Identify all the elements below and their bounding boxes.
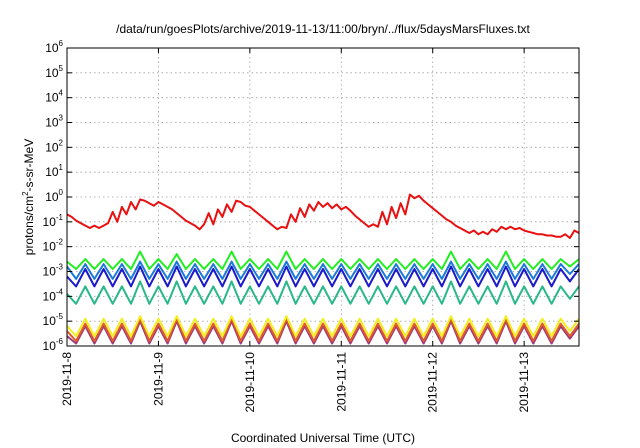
y-tick-base: 10: [45, 190, 59, 204]
x-tick-label: 2019-11-8: [60, 352, 74, 406]
series-line: [66, 265, 580, 288]
series-line: [66, 315, 580, 338]
y-tick-label: 10-6: [43, 337, 64, 353]
y-tick-exponent: 6: [59, 39, 64, 48]
y-tick-exponent: 0: [59, 188, 64, 197]
series-line: [66, 280, 580, 305]
y-tick-base: 10: [43, 314, 57, 328]
y-tick-base: 10: [43, 265, 57, 279]
series-line: [66, 317, 580, 342]
x-tick-label: 2019-11-13: [517, 352, 531, 413]
y-tick-base: 10: [45, 41, 59, 55]
y-tick-exponent: -5: [56, 312, 64, 321]
y-tick-base: 10: [45, 91, 59, 105]
axis-ticks: 10-610-510-410-310-210-11001011021031041…: [43, 39, 579, 413]
y-tick-exponent: -3: [56, 263, 64, 272]
y-tick-label: 10-1: [43, 213, 64, 229]
series-line: [66, 193, 580, 239]
y-tick-base: 10: [43, 289, 57, 303]
y-tick-label: 102: [45, 138, 63, 154]
grid: [67, 48, 579, 346]
y-tick-base: 10: [45, 66, 59, 80]
y-axis-label: protons/cm2-s-sr-MeV: [21, 139, 36, 255]
y-tick-base: 10: [45, 140, 59, 154]
x-tick-label: 2019-11-12: [426, 352, 440, 413]
x-tick-label: 2019-11-9: [151, 352, 165, 406]
y-tick-label: 103: [45, 114, 63, 130]
y-tick-label: 10-3: [43, 263, 64, 279]
y-tick-exponent: 3: [59, 114, 64, 123]
x-axis-label: Coordinated Universal Time (UTC): [231, 431, 415, 445]
y-tick-base: 10: [43, 339, 57, 353]
y-tick-base: 10: [45, 165, 59, 179]
y-tick-exponent: -4: [56, 287, 64, 296]
y-tick-exponent: 1: [59, 163, 64, 172]
y-tick-label: 10-2: [43, 238, 64, 254]
series-line: [66, 260, 580, 280]
series-line: [66, 250, 580, 270]
x-tick-label: 2019-11-10: [243, 352, 257, 413]
y-tick-exponent: -1: [56, 213, 64, 222]
y-tick-base: 10: [43, 215, 57, 229]
y-tick-label: 106: [45, 39, 63, 55]
y-tick-label: 100: [45, 188, 63, 204]
series-layer: [66, 193, 580, 345]
y-tick-label: 10-5: [43, 312, 64, 328]
chart-title: /data/run/goesPlots/archive/2019-11-13/1…: [116, 22, 530, 36]
series-line: [66, 320, 580, 345]
y-tick-label: 101: [45, 163, 63, 179]
y-tick-exponent: -6: [56, 337, 64, 346]
y-tick-label: 105: [45, 64, 63, 80]
y-tick-label: 10-4: [43, 287, 64, 303]
y-tick-exponent: 4: [59, 89, 64, 98]
x-tick-label: 2019-11-11: [334, 352, 348, 412]
y-tick-exponent: 2: [59, 138, 64, 147]
y-axis-label-sup: 2: [21, 191, 30, 196]
y-tick-base: 10: [45, 116, 59, 130]
y-axis-label-base: protons/cm: [22, 196, 36, 255]
y-axis-label-rest: -s-sr-MeV: [22, 139, 36, 192]
y-tick-exponent: 5: [59, 64, 64, 73]
y-tick-exponent: -2: [56, 238, 64, 247]
y-tick-label: 104: [45, 89, 63, 105]
y-tick-base: 10: [43, 240, 57, 254]
